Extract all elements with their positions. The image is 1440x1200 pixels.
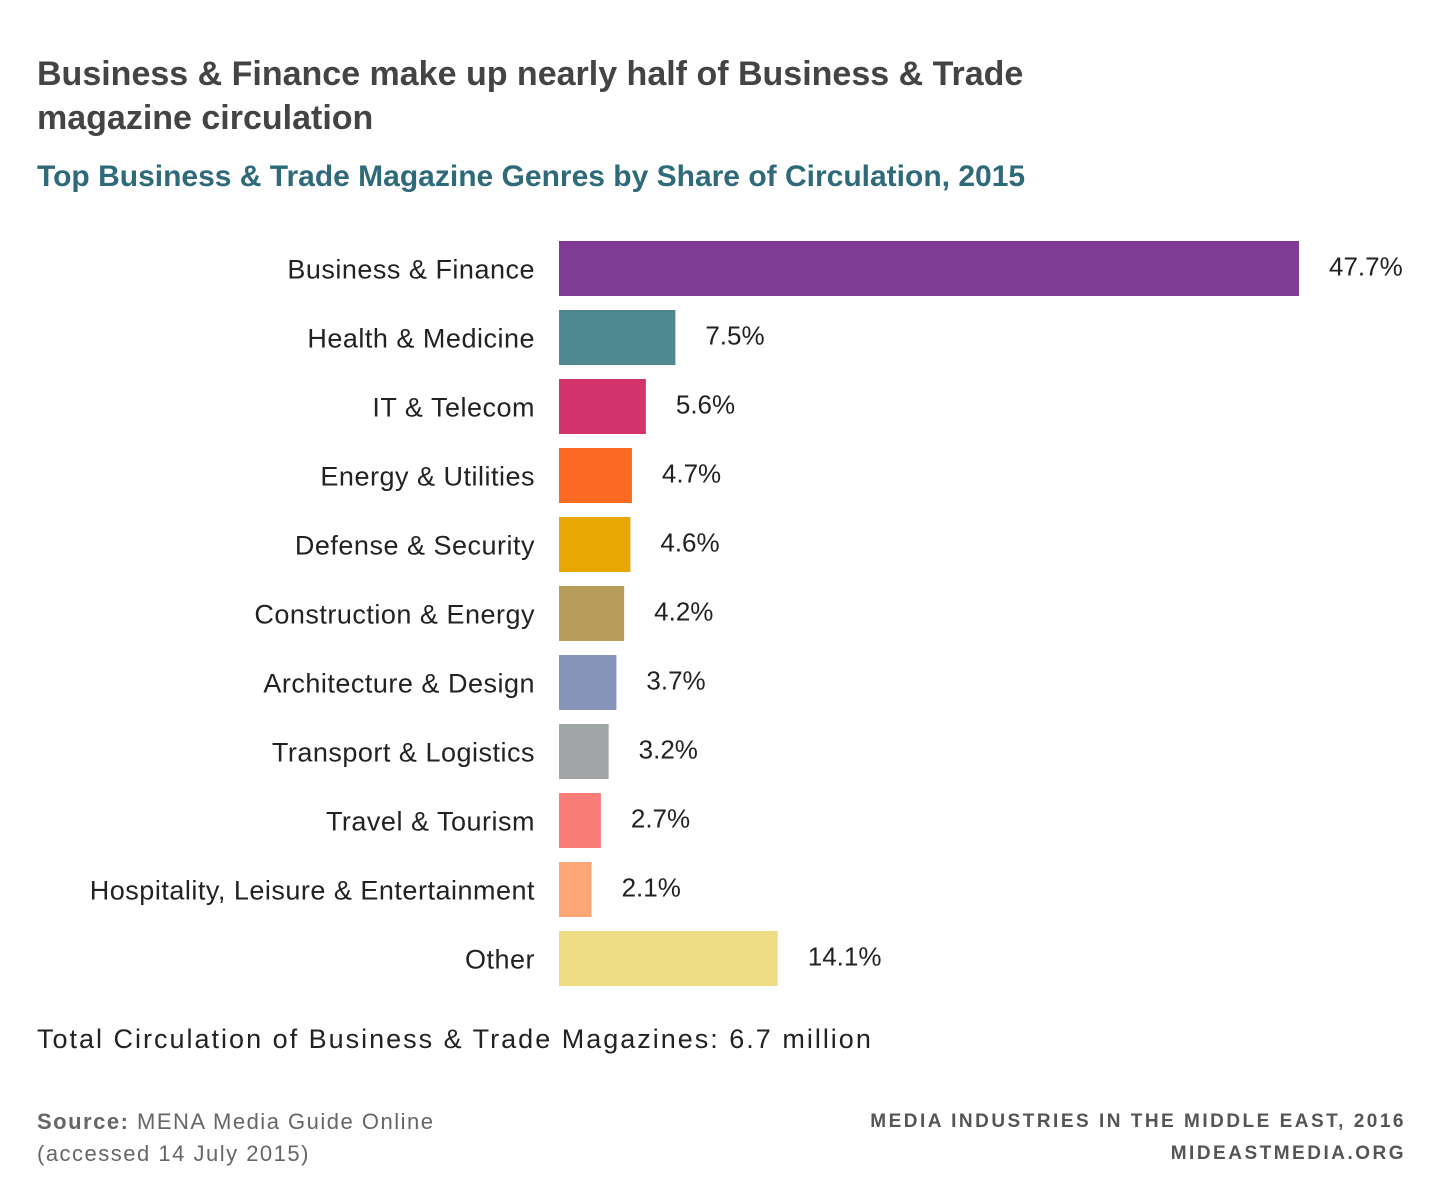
value-label: 7.5% bbox=[705, 321, 764, 351]
bar-chart: Business & Finance 47.7% Health & Medicine… bbox=[90, 241, 1403, 986]
chart-subtitle: Top Business & Trade Magazine Genres by … bbox=[37, 160, 1026, 193]
bar-7 bbox=[559, 724, 609, 779]
bar-0 bbox=[559, 241, 1299, 296]
value-label: 4.7% bbox=[662, 459, 721, 489]
source-label: Source: bbox=[37, 1109, 130, 1134]
bar-3 bbox=[559, 448, 632, 503]
bar-8 bbox=[559, 793, 601, 848]
category-label: Other bbox=[465, 945, 535, 975]
category-label: Travel & Tourism bbox=[326, 807, 535, 837]
category-label: Transport & Logistics bbox=[272, 738, 535, 768]
bar-10 bbox=[559, 931, 778, 986]
total-circulation-note: Total Circulation of Business & Trade Ma… bbox=[37, 1024, 873, 1054]
value-label: 2.7% bbox=[631, 804, 690, 834]
category-label: Business & Finance bbox=[287, 255, 535, 285]
value-label: 4.6% bbox=[660, 528, 719, 558]
category-label: Construction & Energy bbox=[254, 600, 535, 630]
category-label: Defense & Security bbox=[295, 531, 535, 561]
category-label: Health & Medicine bbox=[307, 324, 535, 354]
source-accessed: (accessed 14 July 2015) bbox=[37, 1141, 310, 1166]
value-label: 4.2% bbox=[654, 597, 713, 627]
bar-5 bbox=[559, 586, 625, 641]
value-label: 5.6% bbox=[676, 390, 735, 420]
value-label: 3.2% bbox=[639, 735, 698, 765]
bar-2 bbox=[559, 379, 646, 434]
credit-line-2: MIDEASTMEDIA.ORG bbox=[1170, 1143, 1406, 1164]
bar-4 bbox=[559, 517, 631, 572]
bar-6 bbox=[559, 655, 617, 710]
category-label: Architecture & Design bbox=[263, 669, 535, 699]
chart-title: Business & Finance make up nearly half o… bbox=[37, 55, 1024, 137]
category-label: Hospitality, Leisure & Entertainment bbox=[90, 876, 535, 906]
bar-1 bbox=[559, 310, 676, 365]
credit: MEDIA INDUSTRIES IN THE MIDDLE EAST, 201… bbox=[870, 1106, 1406, 1170]
credit-line-1: MEDIA INDUSTRIES IN THE MIDDLE EAST, 201… bbox=[870, 1111, 1406, 1132]
value-label: 14.1% bbox=[808, 942, 882, 972]
value-label: 2.1% bbox=[622, 873, 681, 903]
value-label: 47.7% bbox=[1329, 252, 1403, 282]
category-label: IT & Telecom bbox=[372, 393, 535, 423]
source-note: Source: MENA Media Guide Online (accesse… bbox=[37, 1106, 434, 1170]
bar-9 bbox=[559, 862, 592, 917]
category-label: Energy & Utilities bbox=[320, 462, 535, 492]
source-text: MENA Media Guide Online bbox=[137, 1109, 435, 1134]
value-label: 3.7% bbox=[646, 666, 705, 696]
